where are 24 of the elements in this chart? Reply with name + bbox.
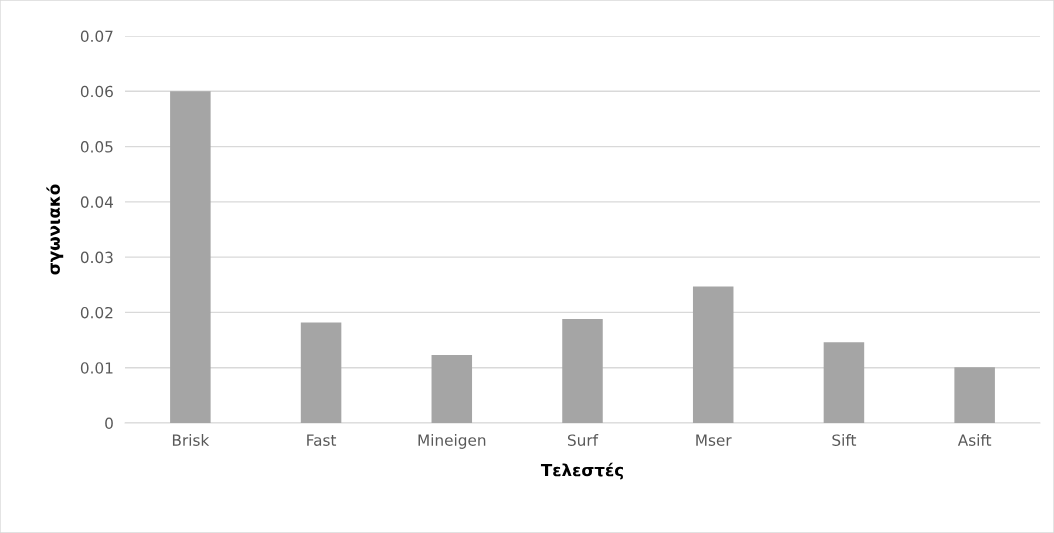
x-axis-title: Τελεστές (540, 462, 624, 480)
bar (431, 355, 473, 423)
bar (170, 91, 211, 423)
y-tick-label: 0.05 (80, 141, 113, 153)
y-tick-label: 0.06 (80, 85, 113, 98)
x-tick-label: Mineigen (418, 434, 486, 449)
bar (300, 322, 342, 423)
x-tick-label: Asift (957, 434, 992, 446)
y-tick-label: 0.02 (80, 306, 113, 319)
bar (823, 342, 865, 423)
bar (692, 286, 734, 423)
y-tick-label: 0 (105, 417, 113, 430)
bar (954, 367, 995, 423)
x-tick-label: Fast (307, 434, 337, 446)
x-tick-label: Mser (696, 434, 732, 446)
y-tick-label: 0.04 (80, 196, 114, 208)
y-axis-title: σγωνιακό (46, 184, 64, 275)
y-tick-label: 0.07 (80, 30, 113, 43)
x-tick-label: Sift (832, 434, 857, 446)
y-tick-label: 0.03 (80, 251, 113, 264)
y-tick-label: 0.01 (80, 362, 113, 374)
x-tick-label: Surf (567, 434, 599, 446)
bar (562, 319, 603, 423)
x-tick-label: Brisk (172, 434, 210, 446)
